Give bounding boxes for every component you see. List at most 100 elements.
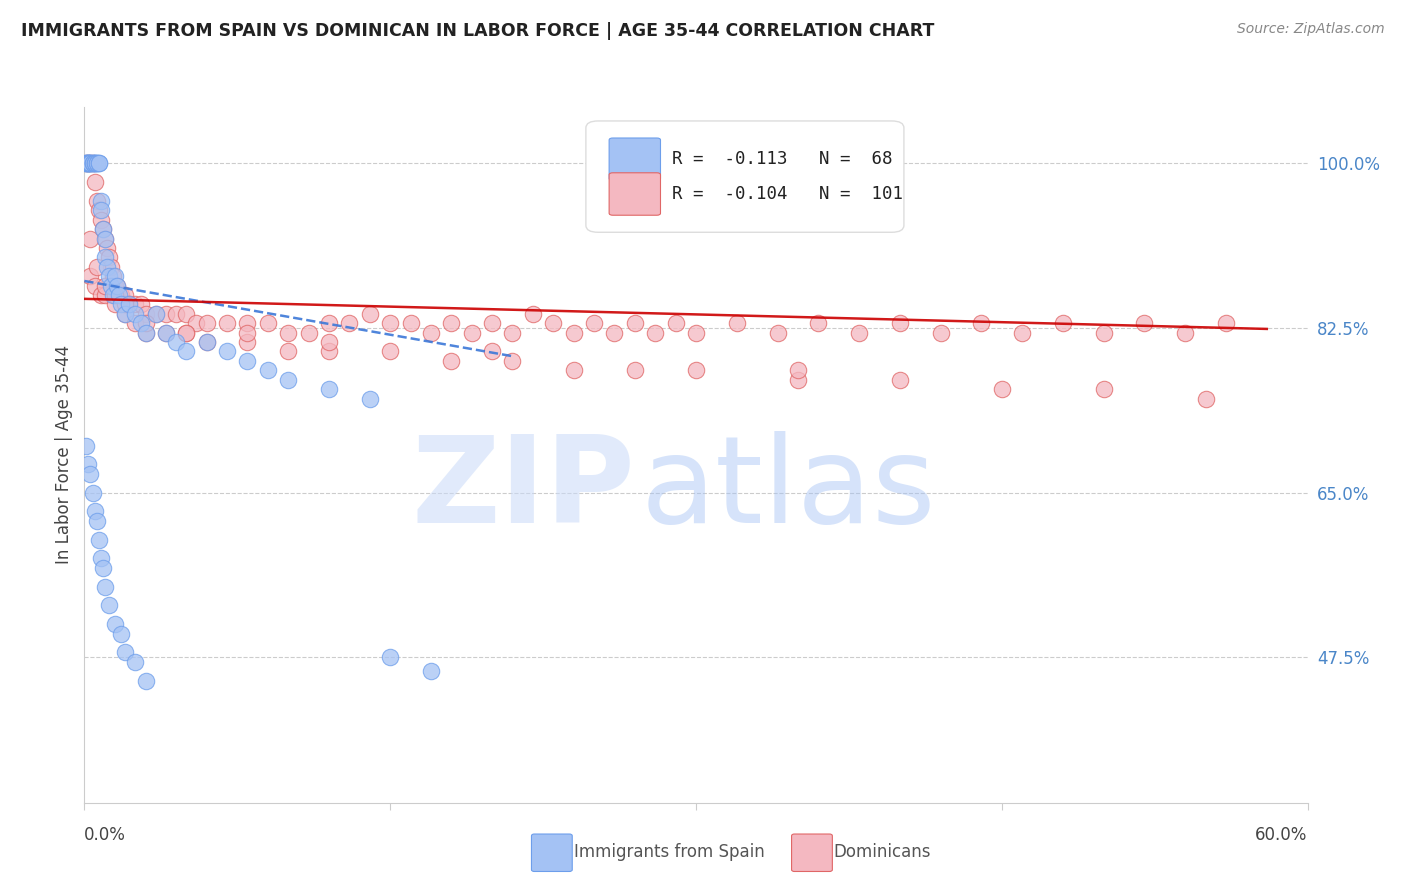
Point (79, 156, 101, 170)
Point (135, 326, 157, 340)
Point (807, 316, 830, 330)
Point (90, 212, 112, 227)
Text: Source: ZipAtlas.com: Source: ZipAtlas.com (1237, 22, 1385, 37)
Point (87, 533, 110, 547)
Point (124, 655, 146, 669)
Point (135, 673, 157, 688)
Point (131, 316, 153, 330)
Point (114, 307, 136, 321)
Point (77, 156, 100, 170)
Point (318, 382, 340, 396)
Point (77, 156, 100, 170)
Point (105, 278, 128, 293)
Point (79, 156, 101, 170)
Point (91, 560, 114, 574)
Text: Immigrants from Spain: Immigrants from Spain (574, 843, 765, 861)
Point (83, 156, 105, 170)
Point (104, 269, 127, 284)
Point (174, 307, 197, 321)
Point (87, 156, 110, 170)
Point (110, 626, 132, 640)
Point (86, 194, 108, 208)
Point (155, 326, 177, 340)
Point (582, 316, 605, 330)
Point (104, 288, 127, 302)
FancyBboxPatch shape (609, 138, 661, 180)
Point (991, 382, 1014, 396)
Text: 60.0%: 60.0% (1256, 826, 1308, 845)
Point (420, 326, 443, 340)
Point (75, 156, 97, 170)
Point (77, 156, 100, 170)
Text: IMMIGRANTS FROM SPAIN VS DOMINICAN IN LABOR FORCE | AGE 35-44 CORRELATION CHART: IMMIGRANTS FROM SPAIN VS DOMINICAN IN LA… (21, 22, 935, 40)
Point (277, 344, 299, 359)
Point (766, 326, 789, 340)
Point (217, 344, 239, 359)
Point (257, 363, 280, 377)
Point (96, 260, 118, 274)
Point (96, 241, 118, 255)
Point (79, 156, 101, 170)
Point (86, 156, 108, 170)
Point (195, 335, 218, 350)
Point (155, 307, 177, 321)
Point (440, 316, 463, 330)
Point (135, 316, 157, 330)
Point (82, 156, 104, 170)
Text: R =  -0.104   N =  101: R = -0.104 N = 101 (672, 185, 903, 203)
Point (77, 458, 100, 472)
Text: ZIP: ZIP (411, 431, 636, 549)
Text: Dominicans: Dominicans (834, 843, 931, 861)
Point (380, 316, 402, 330)
Point (1215, 316, 1237, 330)
Point (501, 326, 523, 340)
Point (77, 156, 100, 170)
Point (562, 363, 585, 377)
Point (725, 316, 748, 330)
Point (135, 307, 157, 321)
Point (298, 326, 321, 340)
Point (155, 326, 177, 340)
Point (77, 156, 100, 170)
Y-axis label: In Labor Force | Age 35-44: In Labor Force | Age 35-44 (55, 345, 73, 565)
Point (787, 363, 810, 377)
Text: atlas: atlas (641, 431, 936, 549)
Point (90, 551, 112, 566)
Point (644, 326, 666, 340)
Point (603, 326, 626, 340)
Point (104, 297, 127, 311)
Point (1011, 326, 1033, 340)
Point (685, 326, 707, 340)
Point (624, 363, 647, 377)
Point (90, 288, 112, 302)
Point (481, 344, 503, 359)
Point (1052, 316, 1074, 330)
Point (165, 307, 187, 321)
Point (79, 467, 101, 481)
Point (101, 288, 124, 302)
Point (75, 156, 97, 170)
Point (236, 335, 259, 350)
Point (101, 269, 124, 284)
Point (186, 316, 208, 330)
Point (399, 316, 422, 330)
Point (104, 278, 127, 293)
Point (131, 297, 153, 311)
Point (104, 617, 127, 632)
Point (118, 297, 141, 311)
Point (318, 344, 340, 359)
Point (75, 156, 97, 170)
Point (277, 326, 299, 340)
Point (87, 203, 110, 218)
Point (318, 335, 340, 350)
Point (124, 297, 146, 311)
Point (114, 297, 136, 311)
Point (100, 278, 122, 293)
Point (787, 373, 810, 387)
Point (83, 175, 105, 189)
Point (195, 316, 218, 330)
Point (83, 504, 105, 518)
Point (970, 316, 993, 330)
Point (110, 297, 132, 311)
Point (93, 251, 115, 265)
